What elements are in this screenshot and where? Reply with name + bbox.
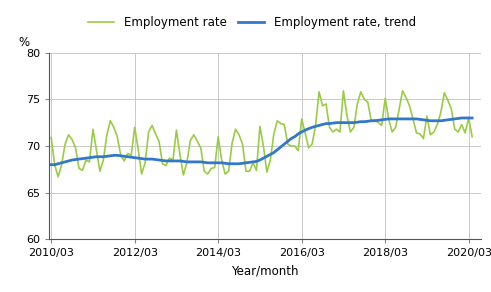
Employment rate, trend (316, 124, 322, 127)
Employment rate (340, 89, 346, 93)
Employment rate (188, 139, 193, 142)
Employment rate, trend (184, 160, 190, 164)
Employment rate (445, 98, 451, 102)
Employment rate (149, 124, 155, 127)
Employment rate, trend (459, 116, 464, 120)
Employment rate (320, 104, 326, 107)
Employment rate (462, 131, 468, 135)
Employment rate, trend (469, 116, 475, 120)
X-axis label: Year/month: Year/month (231, 264, 299, 277)
Employment rate (48, 136, 54, 139)
Employment rate (55, 175, 61, 179)
Employment rate, trend (146, 157, 152, 161)
Employment rate, trend (48, 163, 54, 166)
Text: %: % (19, 36, 30, 49)
Employment rate, trend (455, 117, 461, 120)
Line: Employment rate, trend: Employment rate, trend (51, 118, 472, 165)
Employment rate, trend (278, 145, 284, 149)
Legend: Employment rate, Employment rate, trend: Employment rate, Employment rate, trend (83, 11, 421, 34)
Employment rate (469, 135, 475, 138)
Employment rate, trend (438, 119, 444, 123)
Employment rate (281, 123, 287, 126)
Line: Employment rate: Employment rate (51, 91, 472, 177)
